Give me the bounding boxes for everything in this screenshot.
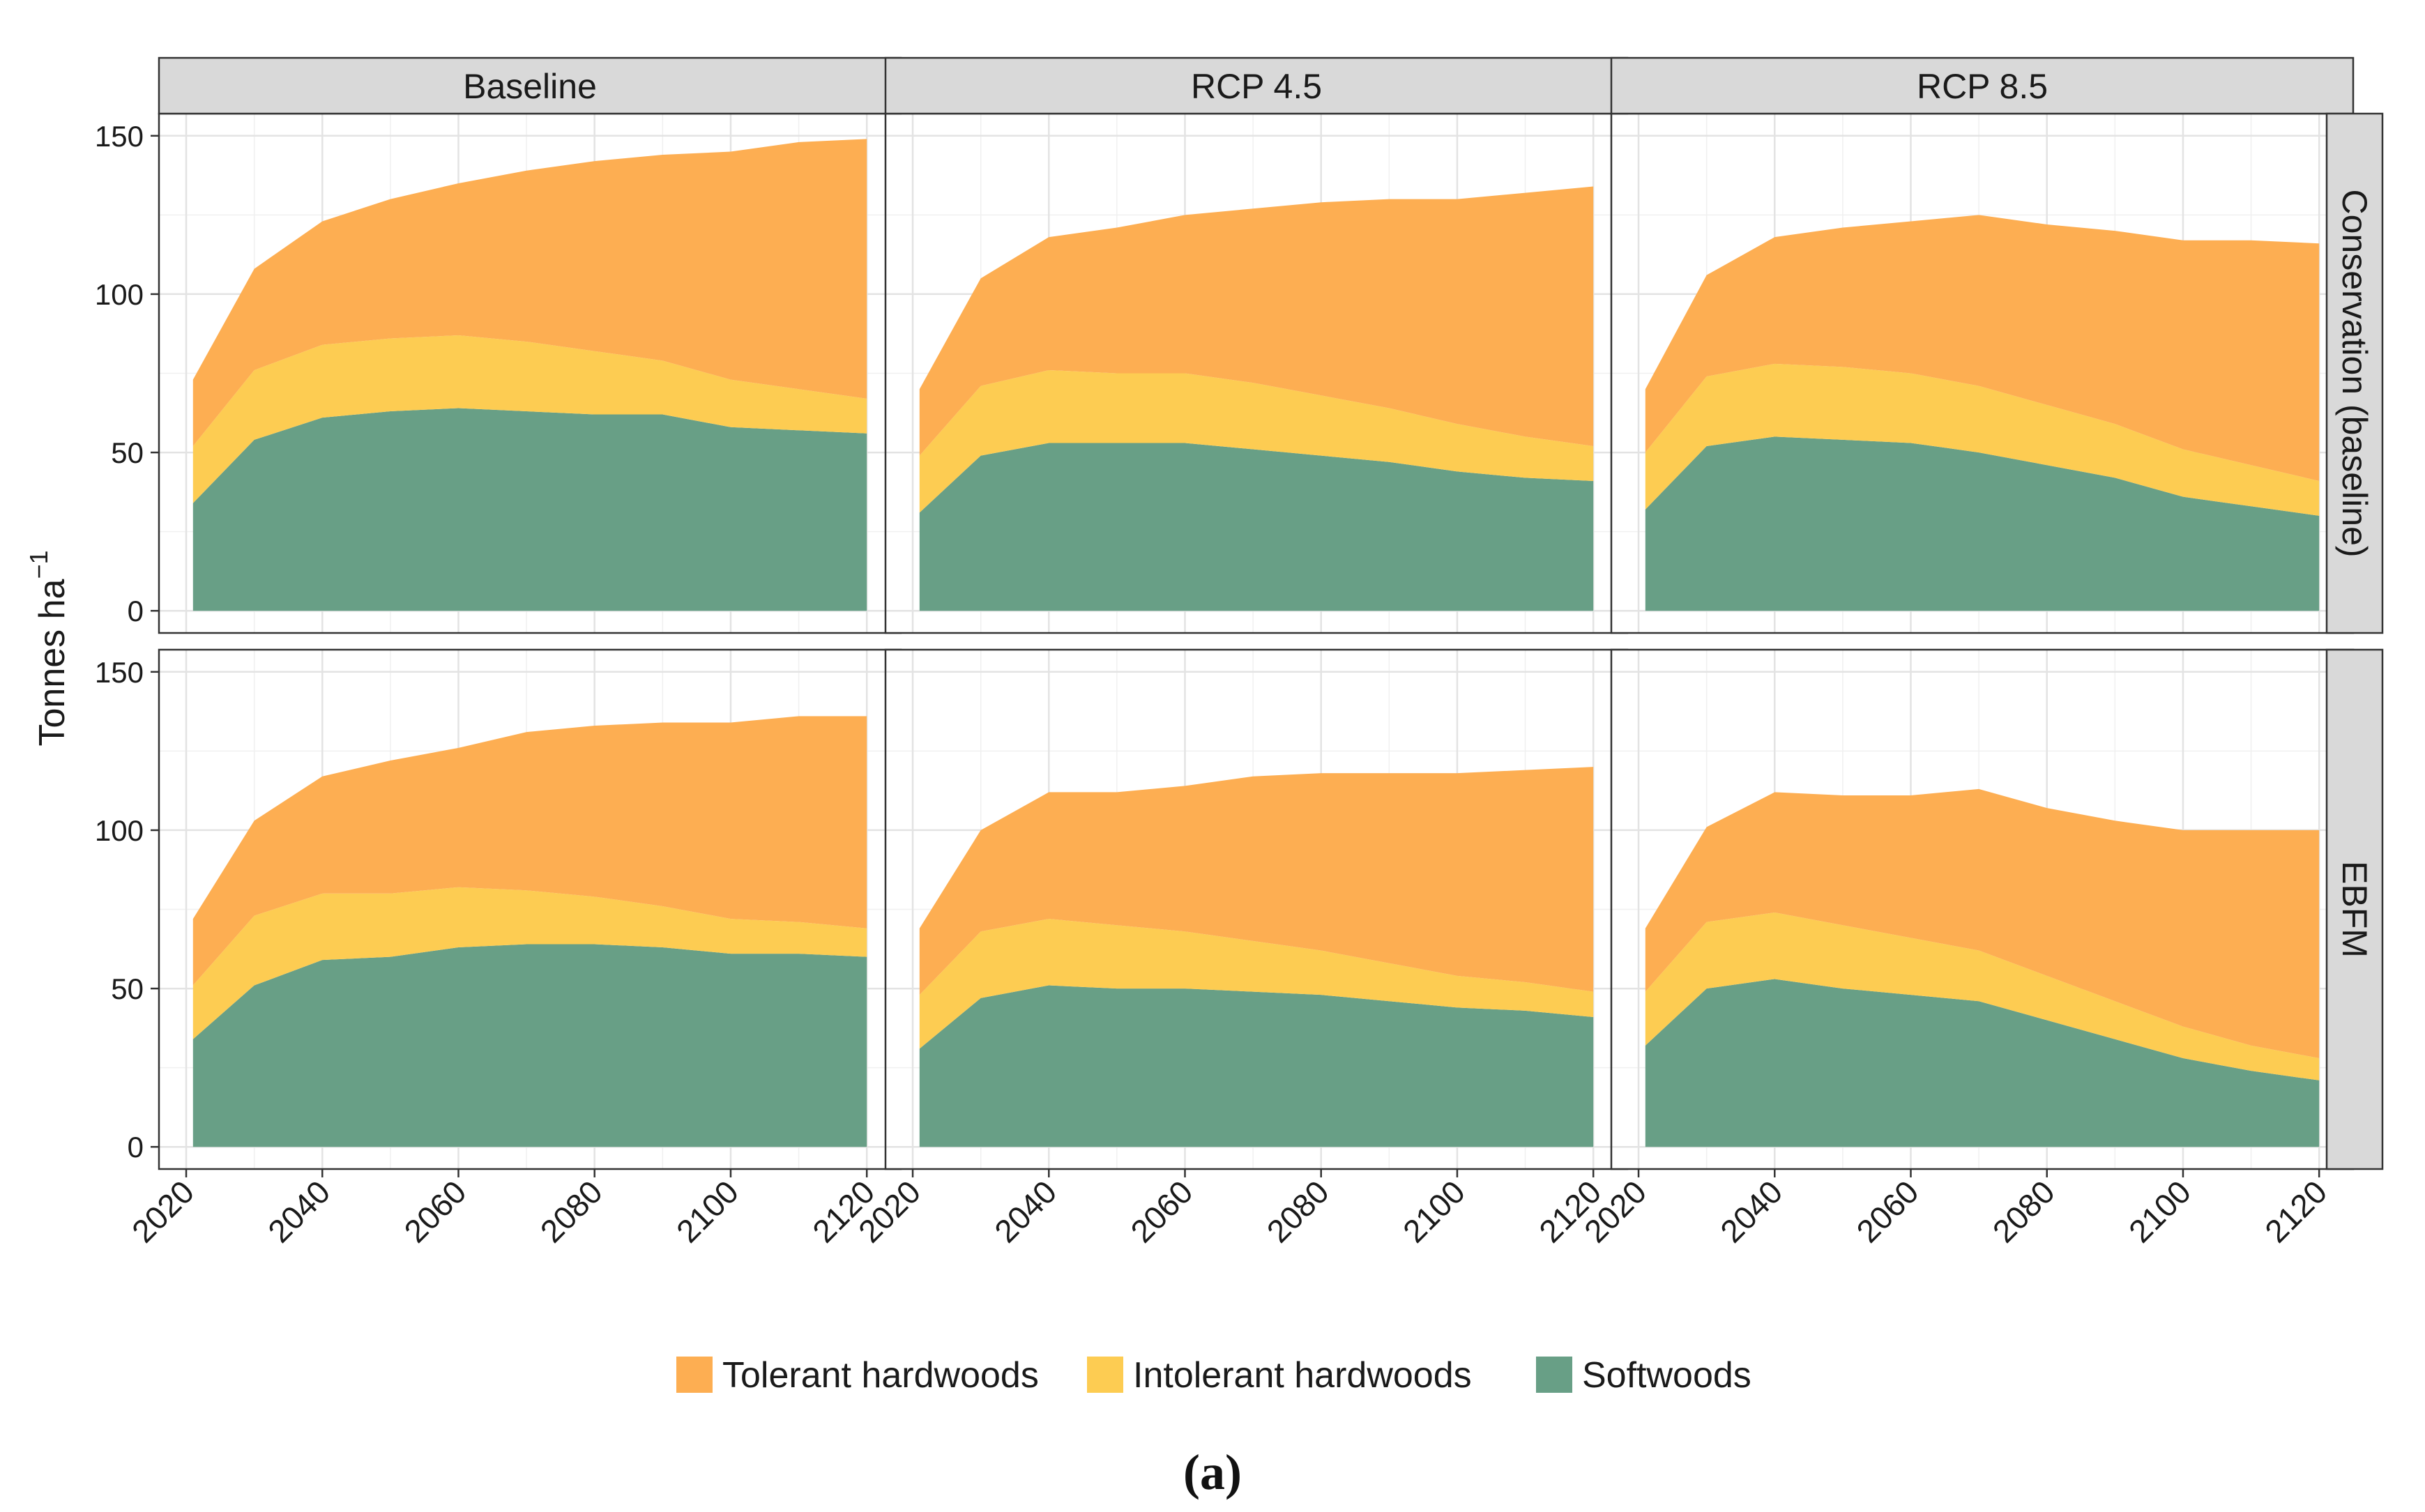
x-tick-label: 2120: [2258, 1173, 2334, 1249]
area-intolerant-hardwoods: [192, 887, 867, 1039]
area-softwoods: [919, 443, 1594, 611]
figure-caption: (a): [1183, 1444, 1242, 1500]
strip-column-baseline: Baseline: [158, 56, 902, 115]
strip-column-label: RCP 4.5: [1191, 67, 1322, 106]
x-tick-label: 2060: [1849, 1173, 1925, 1249]
x-tick-label: 2040: [1713, 1173, 1789, 1249]
y-axis-title: Tonnes ha−1: [24, 550, 73, 746]
x-tick-label: 2100: [2122, 1173, 2198, 1249]
legend-label: Intolerant hardwoods: [1133, 1355, 1472, 1396]
panel-conservation-baseline-rcp-8-5: [1610, 112, 2355, 634]
x-tick-label: 2040: [261, 1173, 337, 1249]
area-softwoods: [1645, 436, 2320, 611]
legend: Tolerant hardwoods Intolerant hardwoods So…: [676, 1355, 1751, 1396]
area-tolerant-hardwoods: [919, 767, 1594, 995]
strip-row-label: EBFM: [2335, 861, 2374, 958]
legend-item-intolerant-hardwoods: Intolerant hardwoods: [1087, 1355, 1472, 1396]
strip-row-ebfm: EBFM: [2325, 648, 2384, 1170]
strip-row-conservation-baseline: Conservation (baseline): [2325, 112, 2384, 634]
strip-column-rcp-4-5: RCP 4.5: [884, 56, 1629, 115]
strip-column-label: RCP 8.5: [1917, 67, 2048, 106]
y-tick-label: 0: [128, 1131, 144, 1163]
area-tolerant-hardwoods: [192, 139, 867, 446]
strip-row-bg: [2325, 112, 2384, 634]
area-softwoods: [1645, 979, 2320, 1147]
area-tolerant-hardwoods: [1645, 215, 2320, 481]
x-tick-label: 2080: [1986, 1173, 2062, 1249]
axes-layer: Baseline RCP 4.5 RCP 8.5 Conservation (base…: [158, 56, 2384, 1170]
area-softwoods: [919, 985, 1594, 1147]
y-tick-label: 100: [95, 814, 144, 847]
y-tick-label: 50: [111, 972, 144, 1005]
legend-label: Tolerant hardwoods: [722, 1355, 1039, 1396]
panel-ebfm-rcp-8-5: 2020 2040 2060 2080 2100 2120: [1577, 648, 2355, 1249]
legend-item-softwoods: Softwoods: [1536, 1355, 1751, 1396]
area-tolerant-hardwoods: [1645, 788, 2320, 1059]
strip-column-label: Baseline: [463, 67, 597, 106]
area-softwoods: [192, 408, 867, 611]
x-tick-label: 2020: [125, 1173, 201, 1249]
area-intolerant-hardwoods: [1645, 912, 2320, 1080]
panel-conservation-baseline-rcp-4-5: [884, 112, 1629, 634]
y-axis-title-superscript: −1: [24, 550, 53, 579]
area-tolerant-hardwoods: [192, 716, 867, 986]
y-tick-label: 0: [128, 595, 144, 627]
panel-ebfm-rcp-4-5: 2020 2040 2060 2080 2100 2120: [851, 648, 1629, 1249]
x-tick-label: 2080: [1260, 1173, 1336, 1249]
y-tick-label: 100: [95, 278, 144, 311]
y-tick-label: 150: [95, 120, 144, 153]
area-intolerant-hardwoods: [919, 919, 1594, 1049]
strip-row-bg: [2325, 648, 2384, 1170]
strip-column-bg: [158, 56, 902, 115]
strip-column-bg: [1610, 56, 2355, 115]
area-softwoods: [192, 944, 867, 1147]
x-tick-label: 2060: [397, 1173, 473, 1249]
x-tick-label: 2040: [987, 1173, 1063, 1249]
legend-swatch: [1536, 1357, 1572, 1393]
legend-item-tolerant-hardwoods: Tolerant hardwoods: [676, 1355, 1039, 1396]
legend-label: Softwoods: [1582, 1355, 1751, 1396]
strip-row-label: Conservation (baseline): [2335, 189, 2374, 557]
x-tick-label: 2060: [1123, 1173, 1199, 1249]
area-intolerant-hardwoods: [1645, 363, 2320, 516]
x-tick-label: 2100: [669, 1173, 745, 1249]
x-tick-label: 2080: [533, 1173, 609, 1249]
area-intolerant-hardwoods: [919, 369, 1594, 513]
legend-swatch: [676, 1357, 713, 1393]
x-tick-label: 2100: [1396, 1173, 1472, 1249]
area-tolerant-hardwoods: [919, 186, 1594, 456]
area-intolerant-hardwoods: [192, 335, 867, 503]
y-axis-title-main: Tonnes ha: [32, 579, 73, 746]
panel-conservation-baseline-baseline: 0 50 100 150: [95, 112, 902, 634]
panels-layer: 0 50 100 150 0 50 100 150 2020 2040 2060 2080 2100 21…: [95, 112, 2355, 1249]
y-tick-label: 150: [95, 656, 144, 689]
strip-column-rcp-8-5: RCP 8.5: [1610, 56, 2355, 115]
legend-swatch: [1087, 1357, 1123, 1393]
y-tick-label: 50: [111, 436, 144, 469]
